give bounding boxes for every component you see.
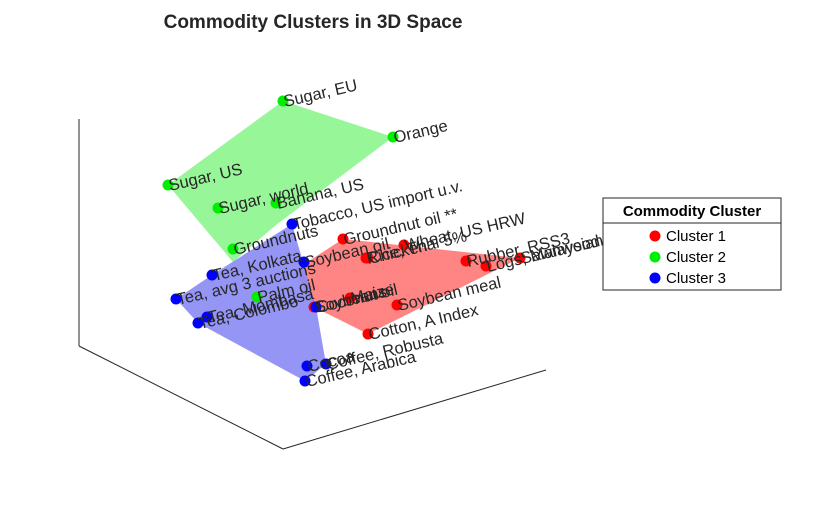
data-point [514, 252, 526, 264]
hull-cluster-2 [168, 101, 393, 262]
cluster-hulls [168, 101, 520, 381]
y-axis-line [282, 369, 547, 450]
data-point [251, 291, 263, 303]
point-label: Sugar, EU [282, 76, 359, 110]
chart-title: Commodity Clusters in 3D Space [164, 12, 463, 33]
data-point [310, 301, 322, 313]
data-point [387, 131, 399, 143]
axes-3d [78, 119, 547, 450]
hull-cluster-3 [176, 224, 326, 381]
data-point [192, 317, 204, 329]
data-point [480, 260, 492, 272]
legend-marker [649, 272, 661, 284]
data-point [362, 252, 374, 264]
data-point [337, 233, 349, 245]
legend-marker [649, 230, 661, 242]
data-point [299, 375, 311, 387]
data-point [201, 311, 213, 323]
legend-entry: Cluster 2 [666, 249, 726, 266]
data-point [344, 292, 356, 304]
legend-entry: Cluster 3 [666, 270, 726, 287]
legend-title: Commodity Cluster [623, 203, 762, 220]
x-axis-line [78, 345, 284, 450]
data-point [162, 179, 174, 191]
legend-marker [649, 251, 661, 263]
data-point [298, 256, 310, 268]
data-point [206, 269, 218, 281]
data-point [460, 255, 472, 267]
data-point [227, 243, 239, 255]
data-point [170, 293, 182, 305]
data-point [286, 218, 298, 230]
data-point [362, 328, 374, 340]
legend: Commodity Cluster Cluster 1 Cluster 2 Clus… [602, 197, 782, 291]
legend-entry: Cluster 1 [666, 228, 726, 245]
data-point [391, 299, 403, 311]
data-point [270, 197, 282, 209]
data-point [301, 360, 313, 372]
point-label: Orange [392, 117, 450, 147]
data-point [320, 358, 332, 370]
data-point [398, 239, 410, 251]
data-point [212, 202, 224, 214]
legend-box [602, 197, 782, 291]
data-point [277, 95, 289, 107]
data-points [162, 95, 526, 387]
